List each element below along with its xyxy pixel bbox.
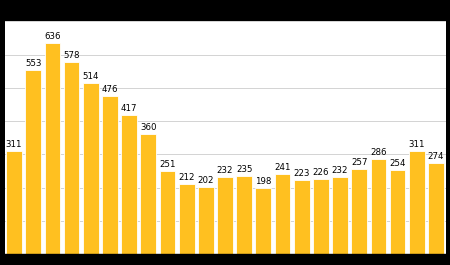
Text: 553: 553 xyxy=(25,59,41,68)
Text: 578: 578 xyxy=(63,51,80,60)
Bar xyxy=(102,96,118,254)
Bar xyxy=(198,187,214,254)
Text: 360: 360 xyxy=(140,123,157,132)
Text: 198: 198 xyxy=(255,178,271,187)
Text: 274: 274 xyxy=(428,152,444,161)
Bar xyxy=(236,176,252,254)
Bar xyxy=(64,62,80,254)
Bar xyxy=(274,174,290,254)
Text: 226: 226 xyxy=(313,168,329,177)
Bar xyxy=(179,184,194,254)
Text: 232: 232 xyxy=(217,166,233,175)
Text: 254: 254 xyxy=(389,159,406,168)
Bar xyxy=(370,159,386,254)
Bar xyxy=(6,151,22,254)
Bar xyxy=(256,188,271,254)
Bar xyxy=(294,180,310,254)
Text: 202: 202 xyxy=(198,176,214,185)
Text: 514: 514 xyxy=(82,72,99,81)
Bar xyxy=(217,177,233,254)
Text: 235: 235 xyxy=(236,165,252,174)
Bar xyxy=(160,171,176,254)
Text: 636: 636 xyxy=(44,32,61,41)
Text: 311: 311 xyxy=(6,140,22,149)
Bar xyxy=(83,83,99,254)
Text: 212: 212 xyxy=(178,173,195,182)
Bar xyxy=(390,170,405,254)
Bar xyxy=(409,151,425,254)
Bar xyxy=(121,116,137,254)
Text: 223: 223 xyxy=(293,169,310,178)
Bar xyxy=(332,177,348,254)
Text: 311: 311 xyxy=(409,140,425,149)
Bar xyxy=(351,169,367,254)
Bar xyxy=(313,179,329,254)
Bar xyxy=(25,70,41,254)
Text: 417: 417 xyxy=(121,104,137,113)
Text: 476: 476 xyxy=(102,85,118,94)
Bar xyxy=(140,134,156,254)
Bar xyxy=(45,42,60,254)
Bar xyxy=(428,163,444,254)
Text: 286: 286 xyxy=(370,148,387,157)
Text: 257: 257 xyxy=(351,158,368,167)
Text: 251: 251 xyxy=(159,160,176,169)
Text: 232: 232 xyxy=(332,166,348,175)
Text: 241: 241 xyxy=(274,163,291,172)
